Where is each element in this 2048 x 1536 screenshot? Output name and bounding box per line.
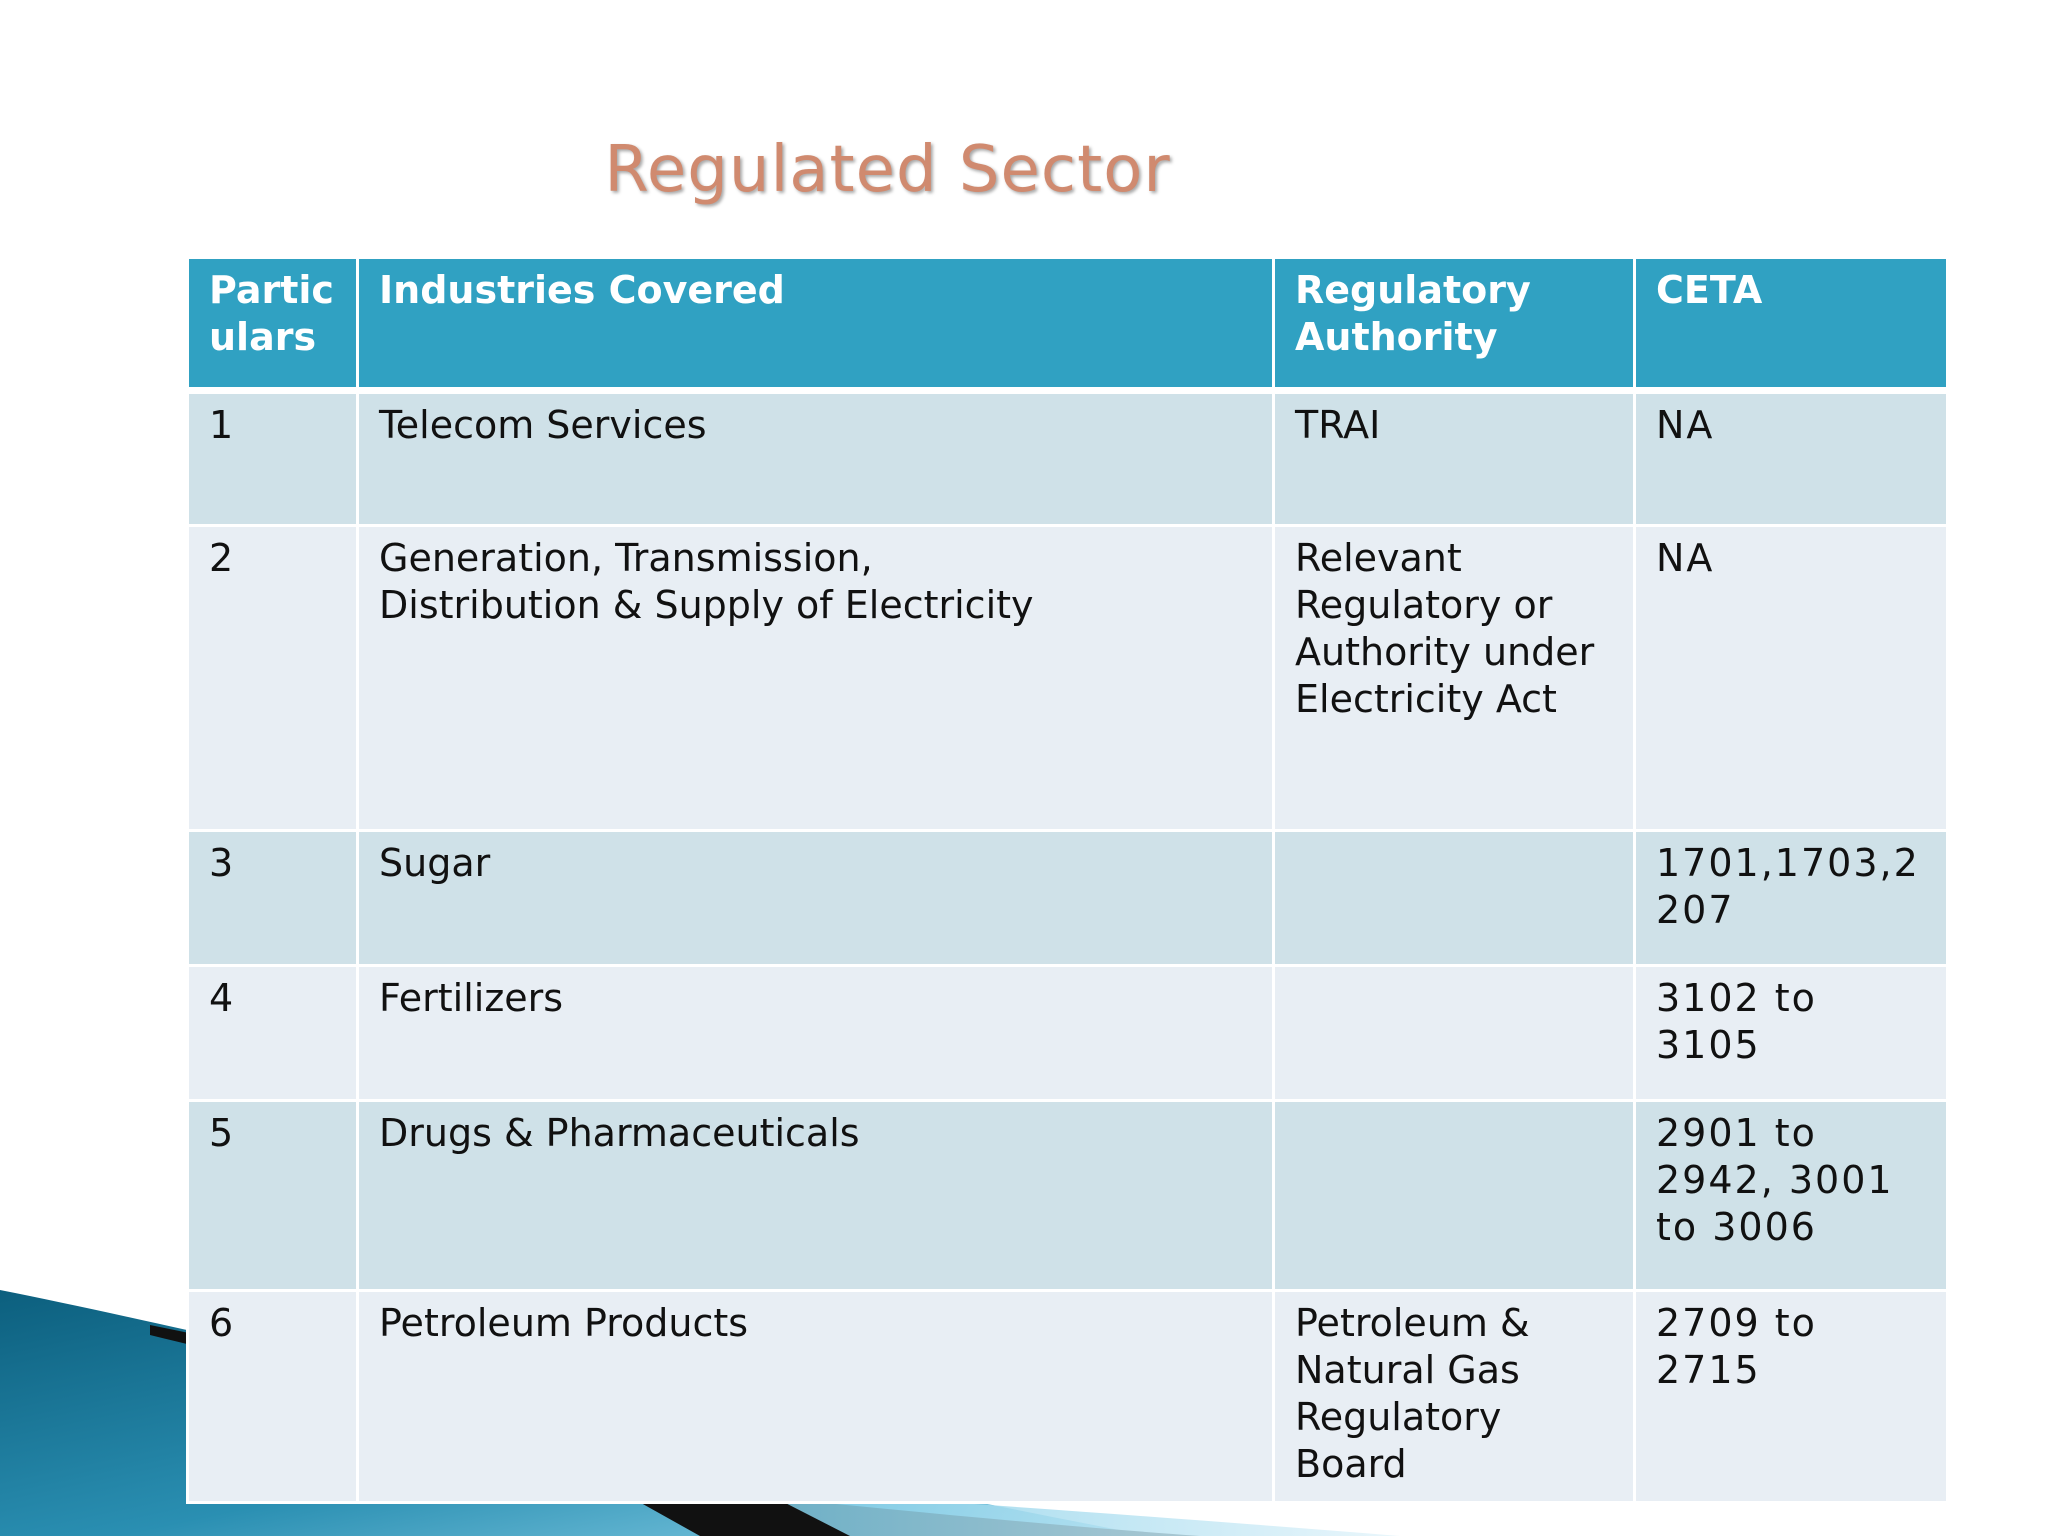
header-particulars: Partic ulars (186, 256, 359, 394)
cell-industry: Fertilizers (356, 964, 1275, 1102)
cell-industry: Drugs & Pharmaceuticals (356, 1099, 1275, 1292)
cell-industry: Sugar (356, 829, 1275, 967)
header-ceta: CETA (1633, 256, 1949, 394)
slide-title: Regulated Sector (604, 133, 1171, 207)
cell-particulars: 6 (186, 1289, 359, 1504)
cell-particulars: 4 (186, 964, 359, 1102)
cell-particulars: 2 (186, 524, 359, 832)
table-row: 4 Fertilizers 3102 to 3105 (186, 964, 1949, 1102)
cell-ceta: 2901 to 2942, 3001 to 3006 (1633, 1099, 1949, 1292)
cell-ceta: NA (1633, 524, 1949, 832)
header-regulatory-authority: Regulatory Authority (1272, 256, 1636, 394)
cell-authority: TRAI (1272, 389, 1636, 527)
cell-industry: Generation, Transmission, Distribution &… (356, 524, 1275, 832)
cell-ceta: NA (1633, 389, 1949, 527)
table-row: 1 Telecom Services TRAI NA (186, 389, 1949, 527)
cell-authority: Petroleum & Natural Gas Regulatory Board (1272, 1289, 1636, 1504)
table-row: 2 Generation, Transmission, Distribution… (186, 524, 1949, 832)
cell-ceta: 3102 to 3105 (1633, 964, 1949, 1102)
cell-ceta: 2709 to 2715 (1633, 1289, 1949, 1504)
cell-authority (1272, 1099, 1636, 1292)
cell-ceta: 1701,1703,2 207 (1633, 829, 1949, 967)
cell-particulars: 5 (186, 1099, 359, 1292)
table-row: 6 Petroleum Products Petroleum & Natural… (186, 1289, 1949, 1504)
cell-particulars: 3 (186, 829, 359, 967)
cell-authority (1272, 829, 1636, 967)
cell-authority: Relevant Regulatory or Authority under E… (1272, 524, 1636, 832)
regulated-sector-table: Partic ulars Industries Covered Regulato… (186, 256, 1949, 1504)
table-header-row: Partic ulars Industries Covered Regulato… (186, 256, 1949, 394)
table-row: 5 Drugs & Pharmaceuticals 2901 to 2942, … (186, 1099, 1949, 1292)
table-row: 3 Sugar 1701,1703,2 207 (186, 829, 1949, 967)
cell-particulars: 1 (186, 389, 359, 527)
header-industries-covered: Industries Covered (356, 256, 1275, 394)
cell-industry: Petroleum Products (356, 1289, 1275, 1504)
cell-authority (1272, 964, 1636, 1102)
cell-industry: Telecom Services (356, 389, 1275, 527)
